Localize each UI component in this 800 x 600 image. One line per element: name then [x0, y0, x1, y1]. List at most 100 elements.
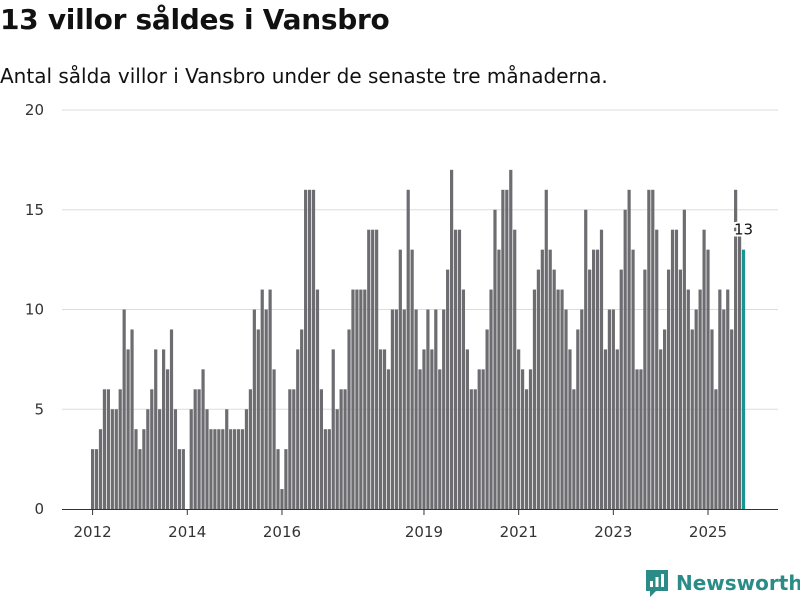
- bar: [118, 389, 122, 509]
- bar: [335, 409, 339, 509]
- bar: [217, 429, 221, 509]
- bar: [521, 369, 525, 509]
- bar: [236, 429, 241, 509]
- bar: [375, 229, 379, 509]
- bar: [734, 189, 738, 510]
- x-tick-label: 2023: [594, 523, 632, 541]
- bar: [619, 269, 623, 509]
- bar: [390, 309, 395, 509]
- bar: [682, 209, 686, 509]
- bar: [327, 429, 331, 509]
- bar: [426, 309, 430, 509]
- bar: [489, 289, 493, 509]
- bar: [643, 269, 647, 509]
- bar: [339, 389, 343, 509]
- bar: [252, 309, 256, 509]
- bar: [209, 429, 213, 509]
- bar: [576, 329, 580, 509]
- bar: [382, 349, 387, 509]
- bar: [315, 289, 320, 509]
- bar: [497, 249, 501, 509]
- bar: [410, 249, 414, 509]
- data-labels: 13: [732, 219, 755, 241]
- bar: [248, 389, 252, 509]
- bar: [588, 269, 592, 509]
- bar: [730, 329, 734, 509]
- chart-subtitle: Antal sålda villor i Vansbro under de se…: [0, 64, 608, 88]
- bar: [603, 349, 608, 509]
- bar: [414, 309, 418, 509]
- bar: [678, 269, 682, 509]
- bar: [532, 289, 537, 509]
- bar: [319, 389, 324, 509]
- bar: [485, 329, 489, 509]
- bar: [635, 369, 639, 509]
- bar: [686, 289, 690, 509]
- bar: [138, 449, 142, 509]
- bar: [264, 309, 268, 509]
- bar: [473, 389, 477, 509]
- bar: [501, 189, 505, 510]
- bar: [126, 349, 130, 509]
- bar: [110, 409, 114, 509]
- bar: [552, 269, 556, 509]
- bar: [213, 429, 217, 509]
- bar: [181, 449, 185, 509]
- bar: [272, 369, 276, 509]
- bar: [173, 409, 178, 509]
- bar: [386, 369, 391, 509]
- bar: [280, 489, 284, 509]
- bar: [122, 309, 126, 509]
- newsworthy-logo: Newsworthy: [644, 568, 800, 598]
- bar: [402, 309, 406, 509]
- x-tick-label: 2025: [689, 523, 727, 541]
- bar: [398, 249, 402, 509]
- bar: [296, 349, 300, 509]
- bar: [221, 429, 225, 509]
- bar: [465, 349, 469, 509]
- bar: [130, 329, 134, 509]
- bar: [722, 309, 726, 509]
- bar: [580, 309, 584, 509]
- bar: [205, 409, 209, 509]
- bar: [98, 429, 103, 509]
- bar: [623, 209, 627, 509]
- bar: [509, 169, 513, 509]
- bars: [91, 169, 746, 510]
- bar: [568, 349, 572, 509]
- y-tick-label: 15: [25, 201, 44, 219]
- bar: [146, 409, 150, 509]
- bar: [599, 229, 604, 509]
- bar: [268, 289, 272, 509]
- bar: [647, 189, 651, 510]
- bar: [284, 449, 288, 509]
- bar: [611, 309, 615, 509]
- bar: [544, 189, 548, 510]
- bar: [540, 249, 544, 509]
- bar: [394, 309, 398, 509]
- bar: [655, 229, 659, 509]
- bar: [288, 389, 292, 509]
- bar: [197, 389, 201, 509]
- bar: [169, 329, 174, 509]
- bar: [102, 389, 107, 509]
- bar: [418, 369, 422, 509]
- bar: [706, 249, 710, 509]
- bar: [438, 369, 442, 509]
- bar-chart: 0 5 10 15 20 2012 2014 2016 2019 2021 2023 2025 13: [25, 101, 778, 541]
- x-tick-label: 2016: [263, 523, 301, 541]
- bar: [481, 369, 485, 509]
- bar: [450, 169, 454, 509]
- bar: [307, 189, 312, 510]
- bar: [351, 289, 355, 509]
- bar: [442, 309, 446, 509]
- bar: [517, 349, 521, 509]
- bar: [674, 229, 679, 509]
- bar: [631, 249, 635, 509]
- bar: [260, 289, 264, 509]
- bar: [453, 229, 458, 509]
- bar: [114, 409, 118, 509]
- bar: [607, 309, 611, 509]
- bar: [331, 349, 335, 509]
- bar: [430, 349, 434, 509]
